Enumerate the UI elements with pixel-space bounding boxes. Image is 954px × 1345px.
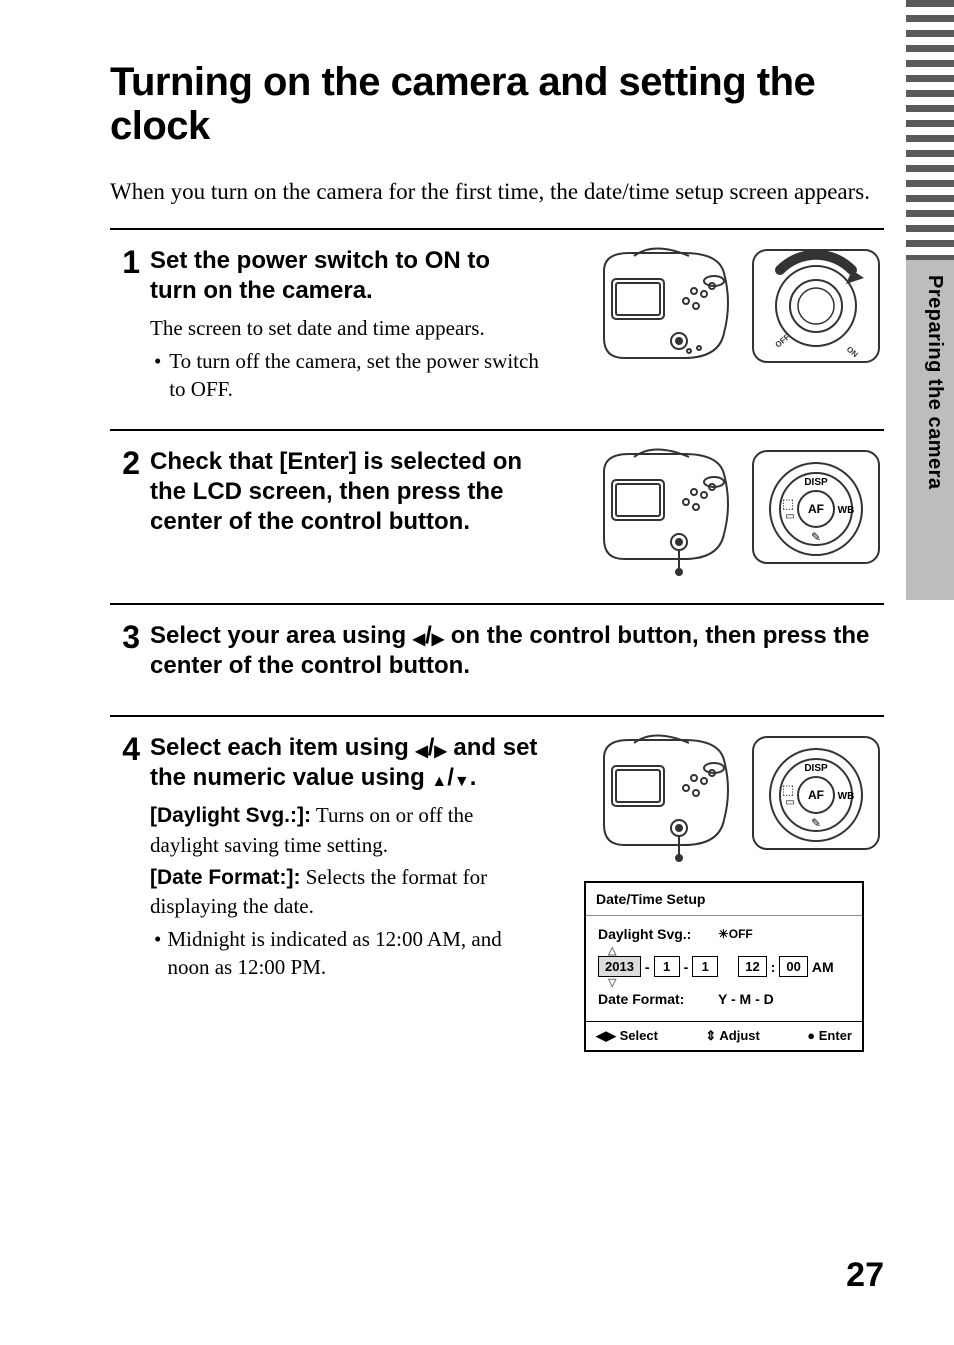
step-4-bullet-text: Midnight is indicated as 12:00 AM, and n… xyxy=(167,925,540,982)
svg-text:AF: AF xyxy=(808,788,824,802)
step-number: 3 xyxy=(110,621,150,689)
down-triangle-icon: ▼ xyxy=(454,773,470,790)
page-number: 27 xyxy=(846,1256,884,1295)
step-1-bullet-text: To turn off the camera, set the power sw… xyxy=(169,347,540,404)
svg-text:✎: ✎ xyxy=(811,530,821,544)
lcd-datefmt-label: Date Format: xyxy=(598,991,718,1007)
svg-text:AF: AF xyxy=(808,502,824,516)
lcd-year: 2013 xyxy=(598,956,641,977)
down-triangle-icon: ▽ xyxy=(608,976,616,989)
lcd-datefmt-value: Y - M - D xyxy=(718,991,774,1007)
step-1-heading: Set the power switch to ON to turn on th… xyxy=(150,246,540,306)
step-4-dsvg: [Daylight Svg.:]: Turns on or off the da… xyxy=(150,801,540,859)
camera-back-icon xyxy=(584,246,739,366)
camera-back-icon xyxy=(584,447,739,577)
svg-text:▭: ▭ xyxy=(785,511,794,522)
tab-stripes-icon xyxy=(906,0,954,260)
intro-paragraph: When you turn on the camera for the firs… xyxy=(110,176,884,208)
step-4-heading: Select each item using ◀/▶ and set the n… xyxy=(150,733,540,793)
lcd-ampm: AM xyxy=(812,959,834,975)
side-tab: Preparing the camera xyxy=(906,0,954,1345)
lcd-date-row: △ ▽ 2013 - 1 - 1 12 : 00 xyxy=(598,956,850,977)
steps-list: 1 Set the power switch to ON to turn on … xyxy=(110,228,884,1092)
up-triangle-icon: △ xyxy=(608,944,616,957)
svg-text:ON: ON xyxy=(845,345,860,360)
lcd-date-time-setup: Date/Time Setup Daylight Svg.: ☀OFF △ ▽ … xyxy=(584,881,864,1052)
lcd-min: 00 xyxy=(779,956,807,977)
svg-text:WB: WB xyxy=(838,791,855,802)
svg-text:✎: ✎ xyxy=(811,816,821,830)
page-title: Turning on the camera and setting the cl… xyxy=(110,60,884,148)
left-triangle-icon: ◀ xyxy=(415,743,427,760)
lcd-footer: ◀▶ Select ⇕ Adjust ● Enter xyxy=(586,1021,862,1050)
step-3: 3 Select your area using ◀/▶ on the cont… xyxy=(110,603,884,715)
right-triangle-icon: ▶ xyxy=(432,631,444,648)
lcd-daylight-value: ☀OFF xyxy=(718,927,753,941)
svg-text:▭: ▭ xyxy=(785,797,794,808)
svg-text:DISP: DISP xyxy=(804,477,828,488)
lcd-day: 1 xyxy=(692,956,718,977)
step-1-bullet: • To turn off the camera, set the power … xyxy=(150,347,540,404)
right-triangle-icon: ▶ xyxy=(434,743,446,760)
svg-text:DISP: DISP xyxy=(804,763,828,774)
up-triangle-icon: ▲ xyxy=(431,773,447,790)
step-1: 1 Set the power switch to ON to turn on … xyxy=(110,228,884,429)
step-number: 2 xyxy=(110,447,150,577)
lcd-hour: 12 xyxy=(738,956,766,977)
power-switch-icon: OFF ON xyxy=(751,246,881,366)
svg-text:⬚: ⬚ xyxy=(782,496,794,511)
camera-back-icon xyxy=(584,733,739,863)
step-4-dfmt: [Date Format:]: Selects the format for d… xyxy=(150,863,540,921)
step-4: 4 Select each item using ◀/▶ and set the… xyxy=(110,715,884,1092)
step-number: 1 xyxy=(110,246,150,403)
step-2-heading: Check that [Enter] is selected on the LC… xyxy=(150,447,540,537)
lcd-month: 1 xyxy=(654,956,680,977)
svg-text:⬚: ⬚ xyxy=(782,782,794,797)
left-triangle-icon: ◀ xyxy=(413,631,425,648)
svg-text:WB: WB xyxy=(838,505,855,516)
step-number: 4 xyxy=(110,733,150,1052)
lcd-title: Date/Time Setup xyxy=(586,883,862,916)
step-1-para: The screen to set date and time appears. xyxy=(150,314,540,342)
step-3-heading: Select your area using ◀/▶ on the contro… xyxy=(150,621,884,681)
step-2: 2 Check that [Enter] is selected on the … xyxy=(110,429,884,603)
step-4-bullet: • Midnight is indicated as 12:00 AM, and… xyxy=(150,925,540,982)
side-tab-label: Preparing the camera xyxy=(916,275,946,585)
control-dial-icon: AF DISP WB ⬚ ▭ ✎ xyxy=(751,733,881,853)
control-dial-icon: AF DISP WB ⬚ ▭ ✎ xyxy=(751,447,881,567)
lcd-daylight-label: Daylight Svg.: xyxy=(598,926,718,942)
